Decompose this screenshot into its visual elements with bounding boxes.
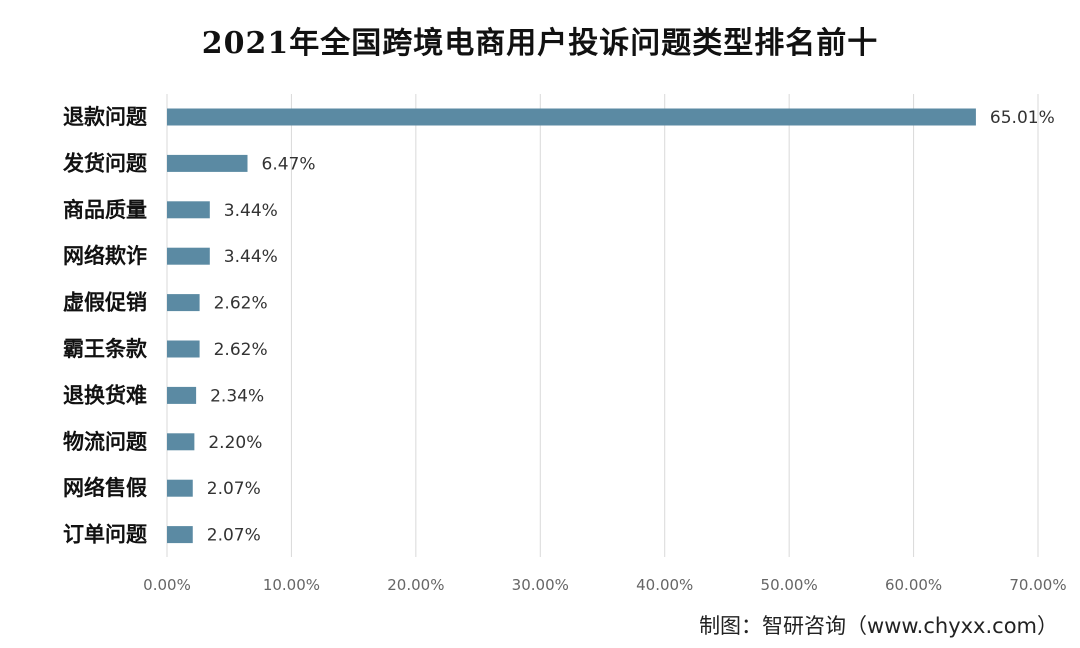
bar xyxy=(167,201,210,219)
bar xyxy=(167,386,197,404)
value-label: 3.44% xyxy=(224,201,278,221)
x-tick-label: 10.00% xyxy=(263,576,320,594)
category-label: 网络欺诈 xyxy=(63,244,147,268)
x-tick-label: 60.00% xyxy=(885,576,942,594)
category-label: 物流问题 xyxy=(63,430,148,454)
value-label: 2.62% xyxy=(214,294,268,314)
category-label: 商品质量 xyxy=(63,198,147,222)
category-label: 订单问题 xyxy=(63,523,148,547)
category-label: 网络售假 xyxy=(63,476,147,500)
bar xyxy=(167,340,200,358)
x-tick-label: 0.00% xyxy=(143,576,191,594)
value-label: 2.07% xyxy=(207,479,261,499)
source-note: 制图：智研咨询（www.chyxx.com） xyxy=(699,614,1058,638)
x-axis-ticks: 0.00% 10.00% 20.00% 30.00% 40.00% 50.00% 60.00… xyxy=(143,576,1066,594)
bar xyxy=(167,247,210,265)
bar xyxy=(167,294,200,312)
value-labels: 65.01% 6.47% 3.44% 3.44% 2.62% 2.62% 2.34% 2.20… xyxy=(207,108,1055,546)
value-label: 65.01% xyxy=(990,108,1055,128)
category-label: 退款问题 xyxy=(63,105,148,129)
category-label: 虚假促销 xyxy=(63,291,147,315)
category-label: 退换货难 xyxy=(63,383,147,407)
category-label: 发货问题 xyxy=(62,151,148,175)
bar xyxy=(167,108,976,126)
x-tick-label: 50.00% xyxy=(761,576,818,594)
value-label: 6.47% xyxy=(262,154,316,174)
bar xyxy=(167,433,195,451)
bar xyxy=(167,526,193,544)
x-tick-label: 30.00% xyxy=(512,576,569,594)
category-label: 霸王条款 xyxy=(63,337,148,361)
x-tick-label: 20.00% xyxy=(387,576,444,594)
value-label: 2.62% xyxy=(214,340,268,360)
x-tick-label: 70.00% xyxy=(1009,576,1066,594)
value-label: 2.20% xyxy=(208,433,262,453)
chart-title: 2021年全国跨境电商用户投诉问题类型排名前十 xyxy=(201,26,879,61)
bars xyxy=(167,108,976,544)
bar xyxy=(167,479,193,497)
bar xyxy=(167,154,248,172)
value-label: 2.07% xyxy=(207,526,261,546)
value-label: 3.44% xyxy=(224,247,278,267)
value-label: 2.34% xyxy=(210,386,264,406)
x-tick-label: 40.00% xyxy=(636,576,693,594)
